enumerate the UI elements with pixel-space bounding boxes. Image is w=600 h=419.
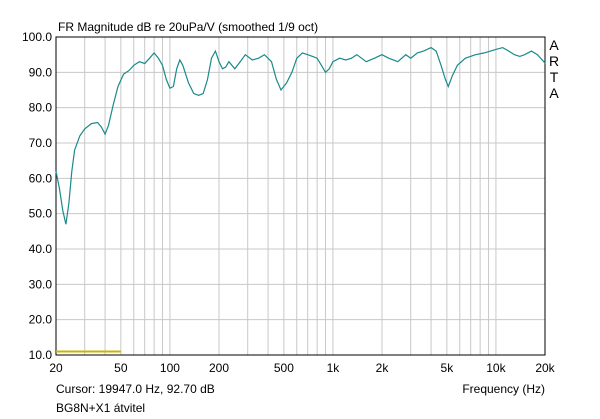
x-tick-label: 100 xyxy=(160,361,180,375)
brand-letter: A xyxy=(549,37,559,53)
x-axis: 20 50 100 200 500 1k 2k 5k 10k 20k xyxy=(49,361,555,375)
cursor-readout: Cursor: 19947.0 Hz, 92.70 dB xyxy=(56,382,215,396)
y-tick-label: 10.0 xyxy=(29,348,53,362)
chart-caption: BG8N+X1 átvitel xyxy=(56,401,145,415)
x-tick-label: 200 xyxy=(209,361,229,375)
brand-letter: A xyxy=(549,85,559,101)
grid-layer xyxy=(55,36,546,356)
chart-title: FR Magnitude dB re 20uPa/V (smoothed 1/9… xyxy=(58,20,318,34)
y-tick-label: 70.0 xyxy=(29,136,53,150)
plot-frame xyxy=(55,36,546,356)
y-tick-label: 90.0 xyxy=(29,65,53,79)
x-tick-label: 2k xyxy=(376,361,390,375)
y-tick-label: 30.0 xyxy=(29,277,53,291)
x-tick-label: 20 xyxy=(49,361,63,375)
x-tick-label: 1k xyxy=(327,361,341,375)
x-tick-label: 50 xyxy=(114,361,128,375)
brand-letter: R xyxy=(549,53,559,69)
x-axis-label: Frequency (Hz) xyxy=(462,382,545,396)
y-tick-label: 60.0 xyxy=(29,171,53,185)
y-tick-label: 100.0 xyxy=(22,30,52,44)
y-axis: 100.0 90.0 80.0 70.0 60.0 50.0 40.0 30.0 20.0 10.… xyxy=(22,30,52,362)
x-tick-label: 20k xyxy=(535,361,555,375)
x-tick-label: 5k xyxy=(441,361,455,375)
x-tick-label: 500 xyxy=(274,361,294,375)
brand-letter: T xyxy=(550,69,559,85)
y-tick-label: 50.0 xyxy=(29,207,53,221)
y-tick-label: 20.0 xyxy=(29,313,53,327)
x-tick-label: 10k xyxy=(486,361,506,375)
y-tick-label: 40.0 xyxy=(29,242,53,256)
y-tick-label: 80.0 xyxy=(29,101,53,115)
series-layer xyxy=(55,46,546,225)
series-line xyxy=(55,46,546,225)
